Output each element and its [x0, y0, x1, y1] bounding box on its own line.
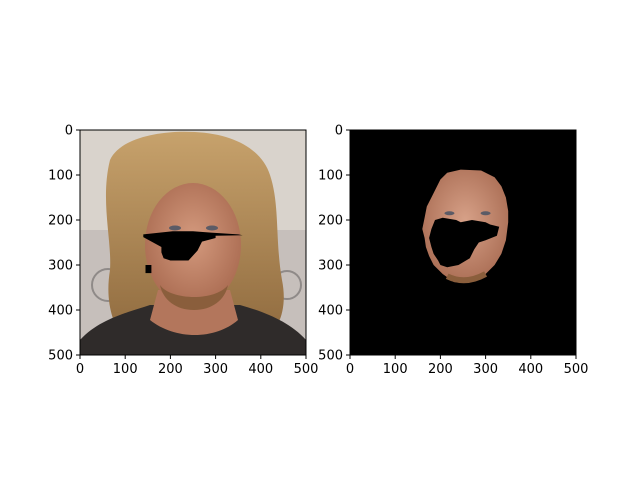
left-photo	[80, 130, 306, 355]
y-tick-label: 0	[65, 124, 73, 139]
y-tick-label: 200	[318, 214, 343, 229]
x-tick-label: 400	[248, 362, 273, 377]
mask-polygon	[145, 265, 152, 274]
x-tick-label: 500	[294, 362, 319, 377]
segmented-face	[422, 169, 509, 284]
y-tick-label: 300	[48, 259, 73, 274]
x-tick-label: 300	[473, 362, 498, 377]
right-eye	[480, 211, 491, 216]
mask-polygon	[143, 231, 243, 261]
y-tick-label: 100	[318, 169, 343, 184]
right-axes-frame	[349, 129, 577, 356]
goatee	[160, 285, 228, 310]
y-tick-label: 400	[318, 304, 343, 319]
right-eye	[206, 225, 218, 231]
x-tick-label: 500	[564, 362, 589, 377]
left-eye	[444, 211, 455, 216]
x-tick-label: 300	[203, 362, 228, 377]
x-tick-label: 0	[76, 362, 84, 377]
masked-hole	[429, 217, 500, 268]
x-tick-label: 100	[383, 362, 408, 377]
y-tick-label: 100	[48, 169, 73, 184]
x-tick-label: 200	[428, 362, 453, 377]
goatee	[445, 271, 488, 284]
y-tick-label: 200	[48, 214, 73, 229]
y-tick-label: 400	[48, 304, 73, 319]
left-eye	[169, 225, 181, 231]
y-tick-label: 300	[318, 259, 343, 274]
y-tick-label: 0	[335, 124, 343, 139]
x-tick-label: 400	[518, 362, 543, 377]
mask-region	[143, 231, 243, 274]
x-tick-label: 0	[346, 362, 354, 377]
y-tick-label: 500	[48, 349, 73, 364]
right-photo	[350, 130, 576, 355]
x-tick-label: 100	[113, 362, 138, 377]
x-tick-label: 200	[158, 362, 183, 377]
y-tick-label: 500	[318, 349, 343, 364]
left-axes-frame	[79, 129, 307, 356]
